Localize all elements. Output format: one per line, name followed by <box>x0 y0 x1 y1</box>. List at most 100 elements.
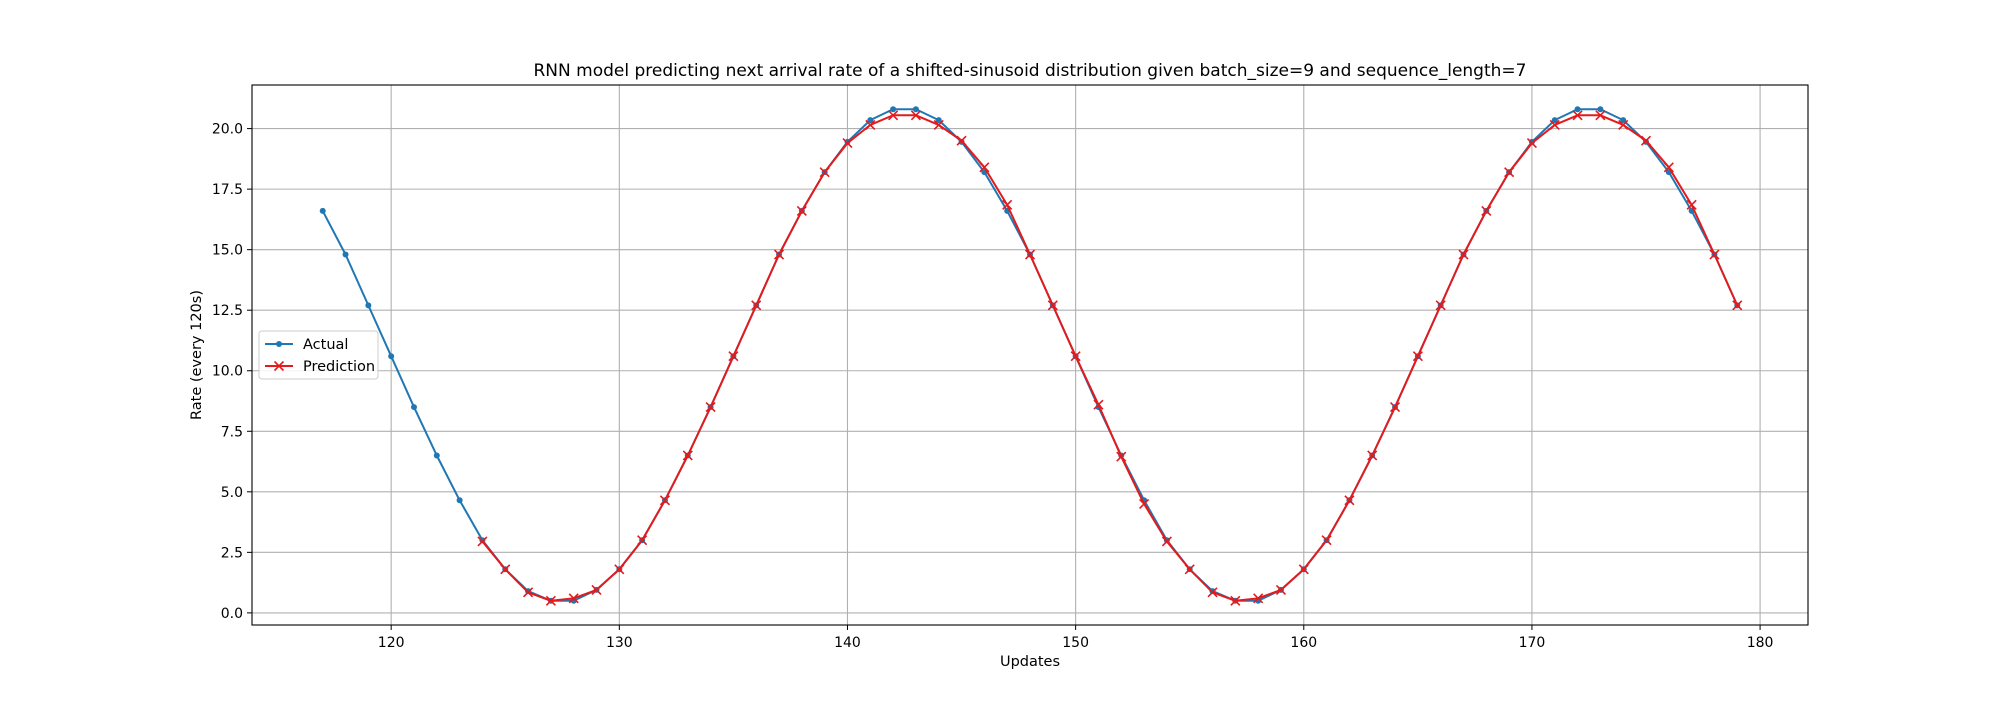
y-tick-label: 12.5 <box>212 303 243 319</box>
x-tick-label: 160 <box>1290 635 1317 651</box>
data-point-actual <box>935 117 942 124</box>
data-point-prediction <box>865 119 876 131</box>
data-point-prediction <box>1321 535 1332 546</box>
x-tick-label: 120 <box>378 635 405 651</box>
data-point-prediction <box>522 587 534 598</box>
data-point-prediction <box>1663 162 1674 173</box>
data-point-actual <box>1574 106 1581 113</box>
data-point-prediction <box>933 119 944 131</box>
data-point-actual <box>1620 117 1627 124</box>
data-point-actual <box>388 353 395 360</box>
legend: Actual Prediction <box>258 330 379 380</box>
data-point-prediction <box>1161 536 1172 547</box>
y-tick-label: 2.5 <box>221 545 243 561</box>
data-point-prediction <box>682 450 693 461</box>
data-point-prediction <box>773 249 785 260</box>
data-point-actual <box>342 251 349 258</box>
x-tick-label: 180 <box>1747 635 1774 651</box>
y-tick-label: 0.0 <box>221 606 243 622</box>
data-point-prediction <box>1640 135 1652 146</box>
x-tick-label: 140 <box>834 635 861 651</box>
data-point-prediction <box>1093 399 1104 410</box>
series-actual <box>319 106 1741 604</box>
data-point-prediction <box>477 536 488 547</box>
data-point-prediction <box>1070 351 1081 362</box>
data-point-prediction <box>888 110 899 121</box>
plot-frame <box>251 84 1809 626</box>
data-point-prediction <box>1139 498 1150 509</box>
data-point-prediction <box>1686 199 1697 210</box>
data-point-prediction <box>979 162 990 173</box>
data-point-prediction <box>1732 300 1743 311</box>
data-point-prediction <box>1595 110 1606 121</box>
data-point-actual <box>912 106 919 113</box>
data-point-prediction <box>1047 300 1058 311</box>
x-tick-label: 170 <box>1519 635 1546 651</box>
data-point-prediction <box>751 300 762 311</box>
series-line-actual <box>321 108 1739 602</box>
series-layer <box>319 106 1743 606</box>
data-point-prediction <box>1275 584 1287 595</box>
legend-marker-prediction <box>273 360 285 372</box>
data-point-prediction <box>1367 450 1378 461</box>
y-tick-label: 7.5 <box>221 424 243 440</box>
data-point-prediction <box>1024 249 1036 260</box>
axis-ticks: 120 130 140 150 160 170 180 0.0 2.5 5.0 7.5 10.0 12.… <box>212 122 1774 651</box>
data-point-prediction <box>1002 199 1013 210</box>
y-tick-label: 15.0 <box>212 243 243 259</box>
legend-label-prediction: Prediction <box>303 359 375 375</box>
data-point-prediction <box>1572 110 1583 121</box>
series-prediction <box>477 110 1743 606</box>
data-point-prediction <box>1412 351 1423 362</box>
data-point-prediction <box>545 595 556 606</box>
data-point-actual <box>1597 106 1604 113</box>
data-point-actual <box>867 117 874 124</box>
data-point-prediction <box>1504 167 1515 178</box>
data-point-prediction <box>1207 587 1218 598</box>
data-point-actual <box>365 302 372 309</box>
data-point-actual <box>433 452 440 459</box>
data-point-prediction <box>637 535 648 546</box>
data-point-prediction <box>705 401 716 413</box>
data-point-prediction <box>1298 564 1309 575</box>
x-tick-label: 150 <box>1062 635 1089 651</box>
data-point-prediction <box>1435 300 1446 311</box>
data-point-actual <box>319 207 326 214</box>
data-point-prediction <box>796 205 807 216</box>
data-point-prediction <box>568 593 579 604</box>
legend-marker-actual <box>276 341 282 347</box>
data-point-prediction <box>842 138 853 149</box>
data-point-actual <box>1551 117 1558 124</box>
data-point-prediction <box>1116 451 1127 462</box>
data-point-prediction <box>1481 205 1492 216</box>
legend-label-actual: Actual <box>303 337 348 353</box>
grid <box>252 85 1808 625</box>
x-tick-label: 130 <box>606 635 633 651</box>
data-point-prediction <box>819 167 830 178</box>
data-point-prediction <box>659 495 671 506</box>
data-point-actual <box>410 404 417 411</box>
data-point-prediction <box>1230 595 1241 606</box>
data-point-prediction <box>1389 401 1401 413</box>
x-axis-label: Updates <box>1000 654 1060 670</box>
data-point-prediction <box>591 584 602 595</box>
data-point-prediction <box>500 564 511 575</box>
data-point-prediction <box>614 564 625 575</box>
y-tick-label: 5.0 <box>221 485 243 501</box>
data-point-actual <box>890 106 897 113</box>
data-point-actual <box>456 497 463 504</box>
data-point-prediction <box>910 110 921 121</box>
y-tick-label: 20.0 <box>212 122 243 138</box>
data-point-prediction <box>1253 593 1264 604</box>
data-point-prediction <box>956 135 967 146</box>
data-point-prediction <box>1184 564 1195 575</box>
y-tick-label: 17.5 <box>212 182 243 198</box>
data-point-prediction <box>1618 119 1629 131</box>
data-point-prediction <box>1549 119 1560 131</box>
data-point-prediction <box>1458 249 1469 260</box>
chart-title: RNN model predicting next arrival rate o… <box>534 61 1527 81</box>
data-point-prediction <box>1526 138 1538 149</box>
series-line-prediction <box>481 114 1739 602</box>
